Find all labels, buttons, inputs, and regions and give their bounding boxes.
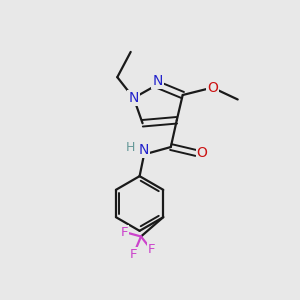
- Text: O: O: [207, 81, 218, 94]
- Text: F: F: [121, 226, 128, 238]
- Text: F: F: [148, 243, 155, 256]
- Text: N: N: [139, 143, 149, 157]
- Text: N: N: [152, 74, 163, 88]
- Text: N: N: [128, 91, 139, 105]
- Text: H: H: [126, 140, 135, 154]
- Text: F: F: [130, 248, 137, 261]
- Text: O: O: [196, 146, 208, 160]
